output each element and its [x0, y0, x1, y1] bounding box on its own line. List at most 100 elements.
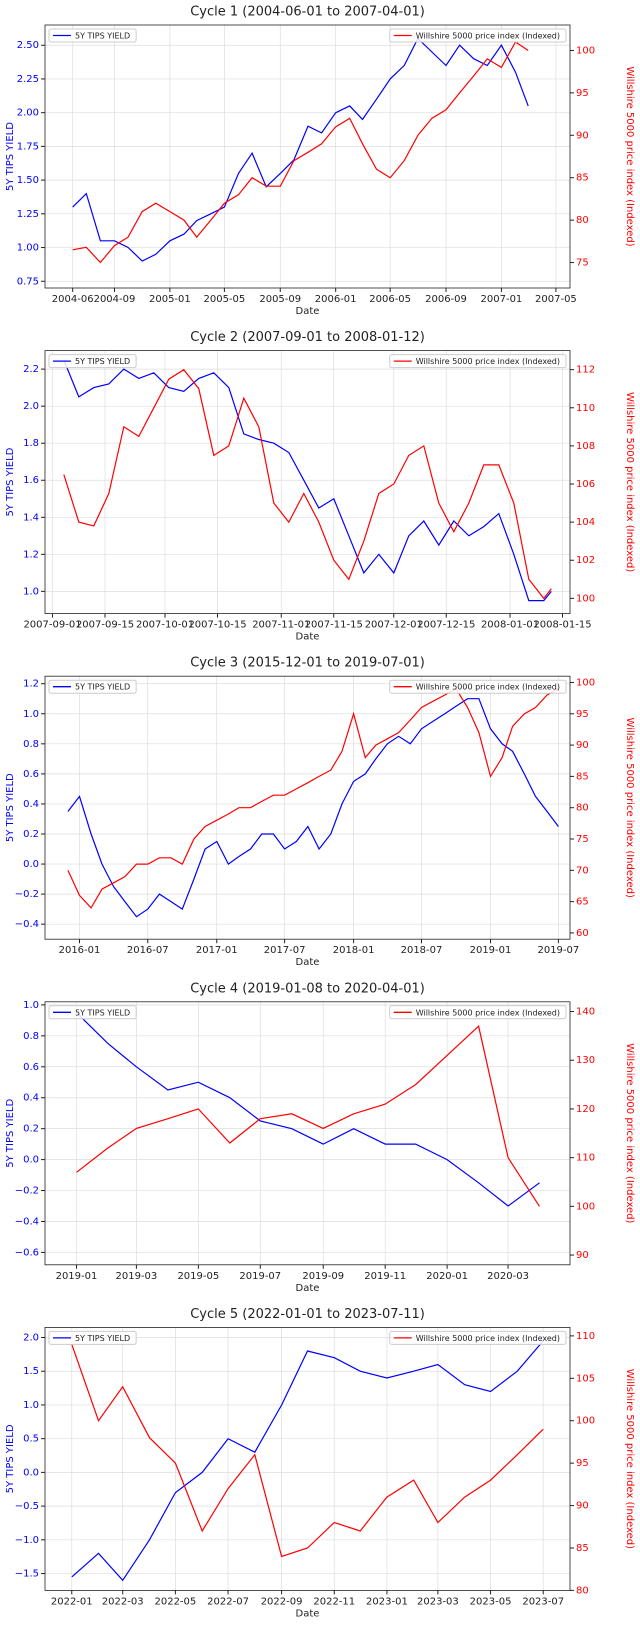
- legend-box: [389, 1330, 567, 1345]
- x-tick-label: 2007-09-01: [23, 620, 81, 631]
- y-tick-label: 2.50: [17, 40, 39, 51]
- y2-tick-label: 130: [576, 1055, 595, 1066]
- y2-tick-label: 60: [576, 928, 589, 939]
- y-tick-label: 0.6: [23, 769, 39, 780]
- y2-tick-label: 110: [576, 1153, 595, 1164]
- y2-tick-label: 100: [576, 677, 595, 688]
- x-axis-title: Date: [296, 1608, 320, 1619]
- legend-label: 5Y TIPS YIELD: [75, 32, 130, 41]
- x-tick-label: 2019-11: [364, 1271, 406, 1282]
- chart-title: Cycle 4 (2019-01-08 to 2020-04-01): [190, 981, 425, 996]
- y2-tick-label: 80: [576, 803, 589, 814]
- y-tick-label: 1.0: [23, 709, 39, 720]
- y2-tick-label: 140: [576, 1007, 595, 1018]
- y-tick-label: 1.6: [23, 475, 39, 486]
- x-tick-label: 2007-12-01: [365, 620, 423, 631]
- x-tick-label: 2022-11: [313, 1596, 355, 1607]
- legend: 5Y TIPS YIELD: [48, 354, 137, 369]
- x-tick-label: 2019-07: [537, 945, 579, 956]
- chart-title: Cycle 3 (2015-12-01 to 2019-07-01): [190, 656, 425, 671]
- x-axis-title: Date: [296, 632, 320, 643]
- chart-panel: Cycle 3 (2015-12-01 to 2019-07-01) 2016-0…: [5, 656, 635, 969]
- x-tick-label: 2018-01: [333, 945, 375, 956]
- legend-label: Willshire 5000 price index (Indexed): [416, 1334, 560, 1343]
- legend-box: [48, 1005, 137, 1020]
- x-tick-label: 2006-09: [425, 294, 467, 305]
- legend-label: Willshire 5000 price index (Indexed): [416, 1008, 560, 1017]
- y-tick-label: 2.25: [17, 74, 39, 85]
- x-tick-label: 2005-09: [259, 294, 301, 305]
- y-tick-label: 1.0: [23, 1400, 39, 1411]
- y-tick-label: 1.2: [23, 549, 39, 560]
- y-tick-label: 0.4: [23, 1093, 39, 1104]
- x-axis-title: Date: [296, 957, 320, 968]
- y-tick-label: −0.4: [15, 919, 39, 930]
- y-axis-title: 5Y TIPS YIELD: [5, 1424, 16, 1493]
- y-tick-label: −1.5: [15, 1569, 39, 1580]
- y2-tick-label: 120: [576, 1104, 595, 1115]
- y-axis-title: 5Y TIPS YIELD: [5, 447, 16, 516]
- y-tick-label: 0.5: [23, 1434, 39, 1445]
- y2-tick-label: 85: [576, 173, 589, 184]
- legend-box: [389, 354, 567, 369]
- plot-frame: [44, 675, 571, 940]
- series-line: [72, 37, 529, 262]
- y-tick-label: −0.2: [15, 1186, 39, 1197]
- x-tick-label: 2017-01: [196, 945, 238, 956]
- y-tick-label: 2.00: [17, 108, 39, 119]
- x-tick-label: 2008-01-01: [481, 620, 539, 631]
- x-tick-label: 2018-07: [401, 945, 443, 956]
- x-tick-label: 2019-03: [115, 1271, 157, 1282]
- x-tick-label: 2017-07: [264, 945, 306, 956]
- x-tick-label: 2007-05: [535, 294, 577, 305]
- chart-title: Cycle 5 (2022-01-01 to 2023-07-11): [190, 1307, 425, 1322]
- y2-tick-label: 90: [576, 130, 589, 141]
- y-tick-label: 0.6: [23, 1062, 39, 1073]
- chart-panel: Cycle 1 (2004-06-01 to 2007-04-01) 2004-0…: [5, 5, 635, 318]
- x-tick-label: 2006-05: [369, 294, 411, 305]
- x-tick-label: 2019-07: [239, 1271, 281, 1282]
- y-tick-label: −0.5: [15, 1501, 39, 1512]
- series-line: [71, 1344, 544, 1558]
- x-tick-label: 2022-05: [154, 1596, 196, 1607]
- y2-tick-label: 108: [576, 441, 595, 452]
- y2-axis-title: Willshire 5000 price index (Indexed): [624, 1043, 635, 1223]
- x-tick-label: 2007-11-15: [305, 620, 363, 631]
- y2-tick-label: 85: [576, 771, 589, 782]
- y-tick-label: 0.8: [23, 1031, 39, 1042]
- series-line: [76, 1025, 541, 1207]
- series-line: [63, 368, 552, 600]
- plot-frame: [44, 350, 571, 615]
- y2-tick-label: 104: [576, 517, 595, 528]
- x-tick-label: 2022-03: [102, 1596, 144, 1607]
- y2-tick-label: 95: [576, 88, 589, 99]
- legend: 5Y TIPS YIELD: [48, 679, 137, 694]
- y2-tick-label: 75: [576, 834, 589, 845]
- series-line: [72, 41, 529, 264]
- x-tick-label: 2007-09-15: [76, 620, 134, 631]
- x-tick-label: 2023-03: [417, 1596, 459, 1607]
- y2-tick-label: 90: [576, 740, 589, 751]
- y2-tick-label: 100: [576, 1416, 595, 1427]
- x-axis-title: Date: [296, 1283, 320, 1294]
- x-tick-label: 2020-01: [426, 1271, 468, 1282]
- y-axis-title: 5Y TIPS YIELD: [5, 122, 16, 191]
- y2-tick-label: 100: [576, 593, 595, 604]
- y2-tick-label: 85: [576, 1543, 589, 1554]
- y-tick-label: 0.8: [23, 739, 39, 750]
- y-tick-label: 0.0: [23, 1155, 39, 1166]
- x-tick-label: 2019-09: [302, 1271, 344, 1282]
- x-tick-label: 2022-01: [51, 1596, 93, 1607]
- x-tick-label: 2007-10-01: [136, 620, 194, 631]
- y-tick-label: 0.4: [23, 799, 39, 810]
- y2-tick-label: 106: [576, 479, 595, 490]
- y2-tick-label: 70: [576, 865, 589, 876]
- x-tick-label: 2023-07: [522, 1596, 564, 1607]
- series-line: [67, 687, 559, 909]
- x-tick-label: 2007-01: [481, 294, 523, 305]
- legend-box: [48, 679, 137, 694]
- y2-tick-label: 80: [576, 215, 589, 226]
- legend-label: Willshire 5000 price index (Indexed): [416, 357, 560, 366]
- y-tick-label: 1.4: [23, 512, 39, 523]
